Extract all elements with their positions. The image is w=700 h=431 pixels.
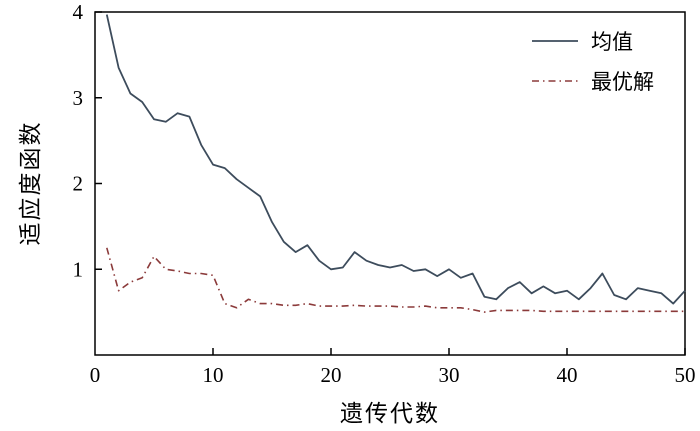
x-tick-label: 50 [675, 363, 696, 387]
legend-item-mean: 均值 [531, 26, 654, 56]
x-axis-ticks: 0 10 20 30 40 50 [90, 348, 696, 387]
series-line-best [106, 247, 685, 313]
series-line-mean [105, 14, 686, 305]
y-axis-label: 适应度函数 [18, 120, 43, 246]
x-tick-label: 40 [557, 363, 578, 387]
y-tick-label: 1 [73, 257, 84, 281]
y-tick-label: 2 [73, 172, 84, 196]
x-tick-label: 0 [90, 363, 101, 387]
legend-label-best: 最优解 [591, 70, 654, 94]
x-axis-label: 遗传代数 [340, 401, 440, 426]
mean-line-swatch [532, 40, 578, 42]
x-tick-label: 20 [321, 363, 342, 387]
legend-label-mean: 均值 [591, 30, 633, 54]
x-tick-label: 30 [439, 363, 460, 387]
y-axis-ticks: 1 2 3 4 [73, 0, 102, 281]
legend-item-best: 最优解 [531, 66, 654, 96]
legend: 均值 最优解 [531, 26, 654, 96]
y-tick-label: 3 [73, 86, 84, 110]
y-tick-label: 4 [73, 0, 84, 24]
x-tick-label: 10 [203, 363, 224, 387]
best-line-swatch [532, 80, 578, 82]
